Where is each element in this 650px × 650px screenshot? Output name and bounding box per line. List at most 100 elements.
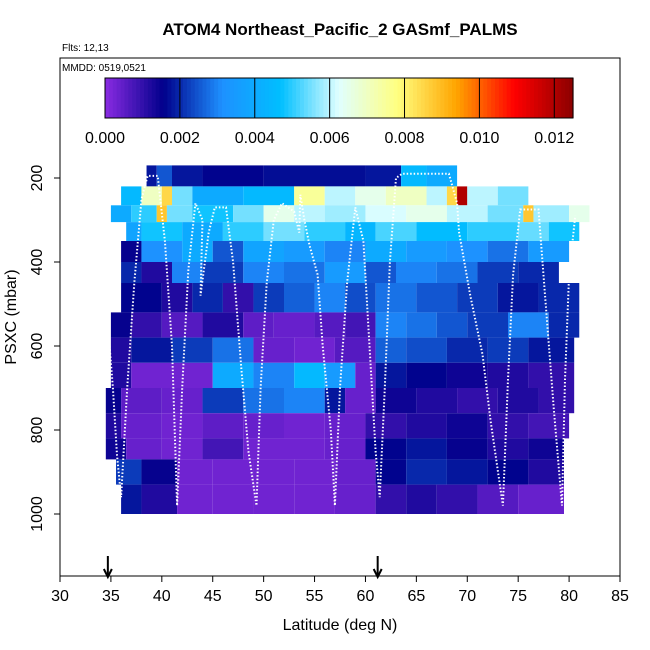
heatmap-cell-1-6: [294, 186, 325, 206]
colorbar-step: [147, 78, 153, 118]
colorbar-step: [280, 78, 285, 118]
colorbar-step: [163, 78, 168, 118]
heatmap-cell-11-0: [105, 413, 122, 439]
colorbar-step: [339, 78, 344, 118]
heatmap-cell-1-14: [497, 186, 529, 206]
colorbar-step: [498, 78, 504, 118]
colorbar-step: [292, 78, 297, 118]
colorbar-step: [346, 78, 352, 118]
colorbar-step: [194, 78, 200, 118]
colorbar-step: [526, 78, 531, 118]
heatmap-cell-3-10: [518, 222, 549, 241]
heatmap-cell-10-0: [105, 388, 122, 414]
heatmap-cell-9-4: [253, 362, 295, 388]
heatmap-cell-8-7: [375, 337, 407, 363]
y-axis: 200 400 600 800 1000: [29, 165, 60, 532]
x-tick-label: 30: [51, 588, 69, 605]
colorbar-step: [315, 78, 321, 118]
colorbar-step: [288, 78, 293, 118]
heatmap-cell-5-2: [172, 262, 203, 283]
colorbar-step: [561, 78, 566, 118]
heatmap-cell-10-12: [538, 388, 575, 414]
heatmap-cell-14-4: [253, 484, 295, 514]
x-tick-label: 80: [560, 588, 578, 605]
heatmap-cell-12-0: [105, 438, 127, 460]
colorbar-step: [311, 78, 317, 118]
x-tick-label: 55: [306, 588, 324, 605]
heatmap-cell-3-7: [375, 222, 417, 241]
colorbar-step: [569, 78, 574, 118]
colorbar-step: [140, 78, 145, 118]
heatmap-cell-8-3: [212, 337, 254, 363]
heatmap-cell-11-3: [202, 413, 244, 439]
colorbar: 0.000 0.002 0.004 0.006 0.008 0.010 0.012: [85, 77, 574, 147]
colorbar-step: [518, 78, 523, 118]
heatmap-cell-6-7: [345, 283, 376, 313]
colorbar-tick-label: 0.004: [235, 130, 275, 147]
heatmap-cell-1-5: [243, 186, 295, 206]
colorbar-step: [210, 78, 215, 118]
colorbar-step: [214, 78, 219, 118]
x-tick-label: 70: [458, 588, 476, 605]
heatmap-cell-2-3: [166, 205, 193, 223]
x-axis: 30 35 40 45 50 55 60 65 70 75 80 85: [51, 576, 629, 605]
heatmap-cell-4-10: [487, 241, 529, 262]
heatmap-cell-9-5: [294, 362, 325, 388]
colorbar-step: [198, 78, 204, 118]
heatmap-cell-10-11: [497, 388, 539, 414]
colorbar-step: [245, 78, 250, 118]
colorbar-tick-label: 0.008: [384, 130, 424, 147]
heatmap-cell-8-10: [487, 337, 529, 363]
colorbar-step: [483, 78, 488, 118]
heatmap-cell-14-8: [406, 484, 437, 514]
heatmap-cell-14-6: [334, 484, 376, 514]
heatmap-cell-4-8: [406, 241, 447, 262]
flight-track: [106, 172, 577, 506]
colorbar-step: [553, 78, 558, 118]
heatmap-cell-5-3: [202, 262, 244, 283]
heatmap-cell-2-9: [365, 205, 407, 223]
chart-title: ATOM4 Northeast_Pacific_2 GASmf_PALMS: [162, 20, 517, 39]
y-tick-label: 200: [29, 165, 46, 192]
colorbar-step: [401, 78, 406, 118]
heatmap-cell-6-8: [375, 283, 417, 313]
colorbar-step: [331, 78, 336, 118]
heatmap-cell-13-6: [334, 459, 376, 485]
heatmap-cell-5-8: [396, 262, 437, 283]
heatmap-cell-0-1: [156, 165, 172, 187]
heatmap-cell-4-11: [528, 241, 570, 262]
heatmap-cell-9-11: [487, 362, 529, 388]
colorbar-step: [132, 78, 137, 118]
colorbar-step: [241, 78, 246, 118]
heatmap-cell-6-0: [121, 283, 162, 313]
colorbar-step: [175, 78, 180, 118]
heatmap-cell-12-10: [487, 438, 529, 460]
colorbar-tick-label: 0.002: [160, 130, 200, 147]
heatmap-cell-4-6: [324, 241, 366, 262]
colorbar-step: [514, 78, 519, 118]
heatmap-cell-9-1: [131, 362, 172, 388]
heatmap-cell-10-9: [416, 388, 458, 414]
heatmap-cell-2-13: [523, 205, 534, 223]
colorbar-step: [354, 78, 360, 118]
heatmap-cell-2-12: [487, 205, 524, 223]
colorbar-step: [155, 78, 161, 118]
colorbar-step: [432, 78, 438, 118]
heatmap-cell-1-11: [446, 186, 458, 206]
heatmap-cell-8-1: [131, 337, 172, 363]
heatmap-cell-0-4: [263, 165, 366, 187]
heatmap-cell-0-0: [146, 165, 157, 187]
colorbar-step: [108, 78, 114, 118]
heatmap-cell-7-8: [375, 312, 407, 338]
heatmap-cell-1-10: [426, 186, 447, 206]
colorbar-step: [276, 78, 282, 118]
heatmap-cell-14-11: [518, 484, 564, 514]
heatmap-cell-5-10: [477, 262, 519, 283]
arrow-head: [372, 568, 383, 580]
colorbar-step: [218, 78, 223, 118]
y-tick-label: 800: [29, 417, 46, 444]
colorbar-step: [249, 78, 254, 118]
colorbar-step: [159, 78, 165, 118]
colorbar-step: [300, 78, 305, 118]
heatmap-cell-2-1: [131, 205, 157, 223]
